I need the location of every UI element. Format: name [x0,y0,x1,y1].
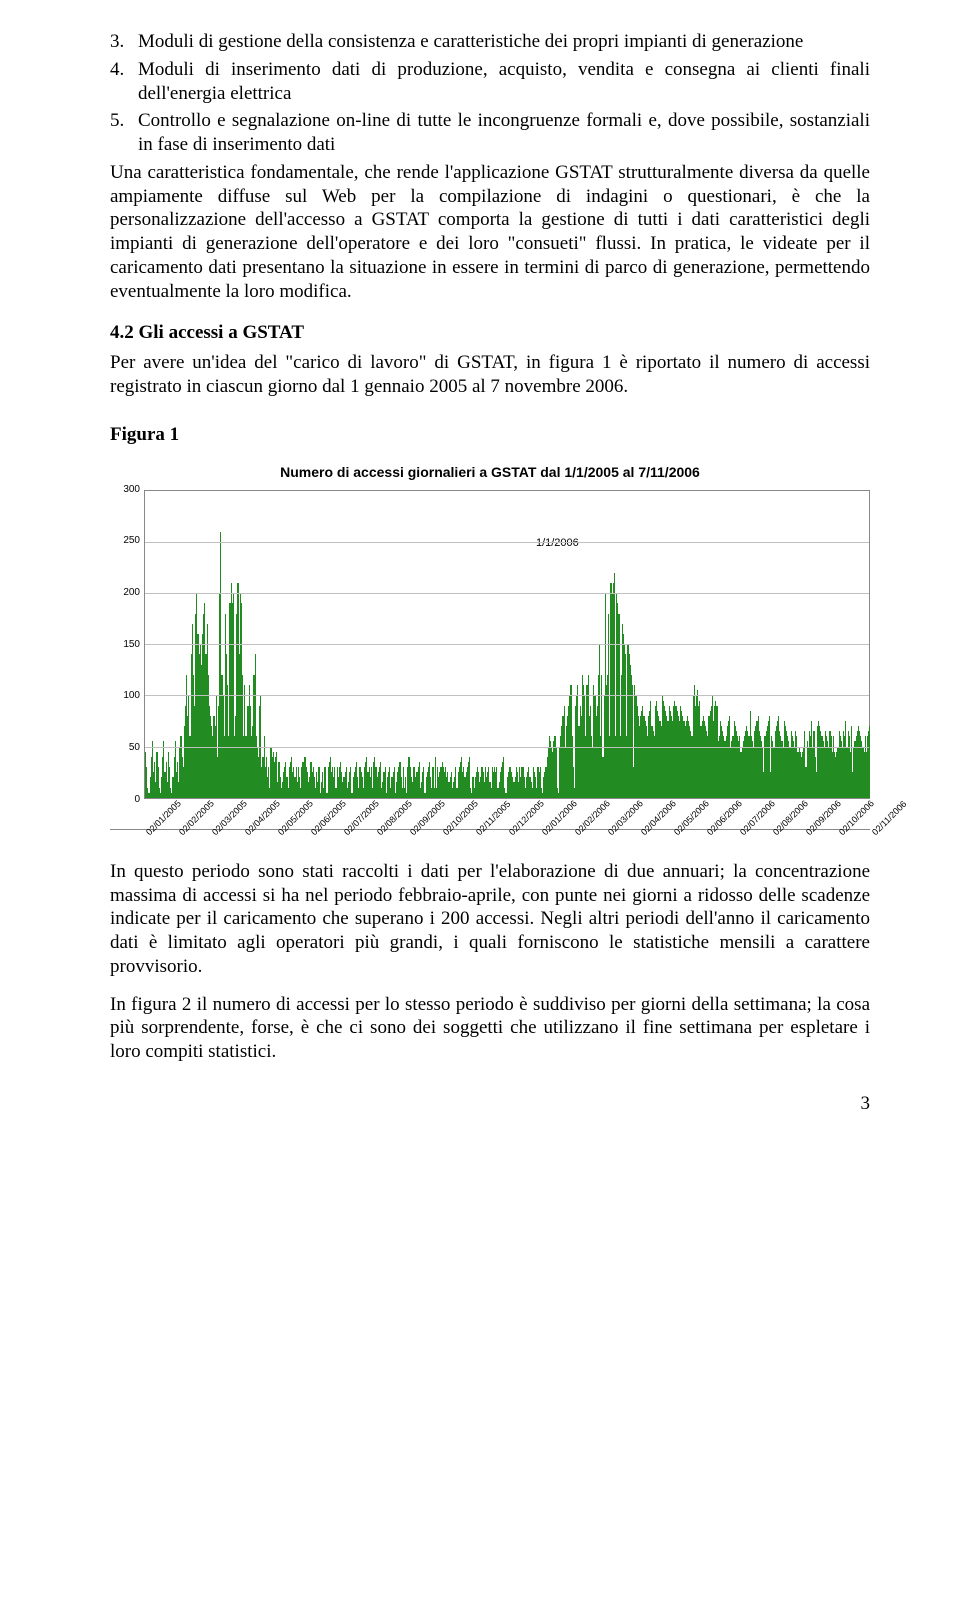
list-item-number: 4. [110,58,138,106]
paragraph-1: Una caratteristica fondamentale, che ren… [110,161,870,304]
x-tick-label: 02/11/2005 [474,798,513,837]
list-item: 4.Moduli di inserimento dati di produzio… [110,58,870,106]
list-item: 3.Moduli di gestione della consistenza e… [110,30,870,54]
figure-1-label: Figura 1 [110,423,870,447]
y-tick-label: 150 [123,639,140,652]
y-tick-label: 250 [123,535,140,548]
heading-4-2: 4.2 Gli accessi a GSTAT [110,321,870,345]
paragraph-2: Per avere un'idea del "carico di lavoro"… [110,351,870,399]
list-item: 5.Controllo e segnalazione on-line di tu… [110,109,870,157]
figure-1-chart: Numero di accessi giornalieri a GSTAT da… [110,464,870,830]
numbered-list: 3.Moduli di gestione della consistenza e… [110,30,870,157]
list-item-number: 3. [110,30,138,54]
chart-annotation: 1/1/2006 [536,537,579,551]
page-number: 3 [110,1092,870,1116]
chart-area: 050100150200250300 1/1/2006 02/01/200502… [110,490,870,830]
x-tick-label: 02/11/2006 [870,798,909,837]
x-axis: 02/01/200502/02/200502/03/200502/04/2005… [144,799,870,829]
list-item-text: Controllo e segnalazione on-line di tutt… [138,109,870,157]
plot-area: 1/1/2006 [144,490,870,799]
y-tick-label: 200 [123,587,140,600]
y-tick-label: 100 [123,690,140,703]
y-axis: 050100150200250300 [110,490,144,799]
y-tick-label: 0 [134,794,140,807]
list-item-text: Moduli di gestione della consistenza e c… [138,30,870,54]
paragraph-3: In questo periodo sono stati raccolti i … [110,860,870,979]
y-tick-label: 50 [129,742,140,755]
list-item-text: Moduli di inserimento dati di produzione… [138,58,870,106]
y-tick-label: 300 [123,484,140,497]
chart-title: Numero di accessi giornalieri a GSTAT da… [110,464,870,482]
paragraph-4: In figura 2 il numero di accessi per lo … [110,993,870,1064]
list-item-number: 5. [110,109,138,157]
